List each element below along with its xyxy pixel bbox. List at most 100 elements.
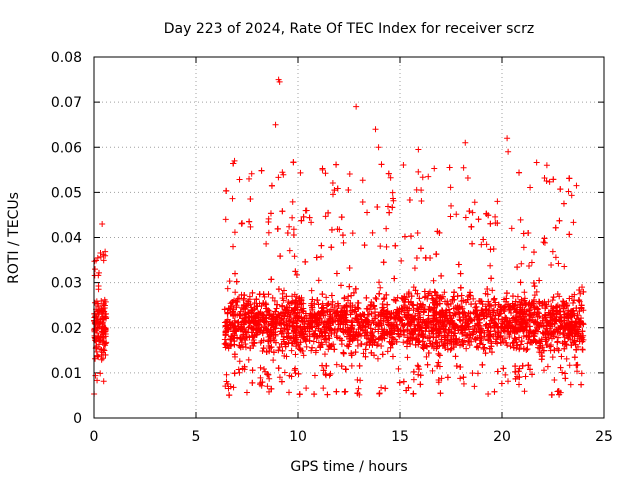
data-point (92, 355, 99, 362)
data-point (311, 372, 318, 379)
data-point (372, 294, 379, 301)
data-point (250, 343, 257, 350)
data-point (92, 335, 99, 342)
data-point (509, 293, 516, 300)
data-point (425, 173, 432, 180)
data-point (453, 339, 460, 346)
data-point (578, 304, 585, 311)
data-point (354, 342, 361, 349)
data-point (247, 223, 254, 230)
data-point (462, 333, 469, 340)
data-point (419, 319, 426, 326)
data-point (512, 363, 519, 370)
data-point-peak (375, 144, 382, 151)
data-point (286, 318, 293, 325)
data-point (559, 298, 566, 305)
data-point-peak (543, 162, 550, 169)
data-point (571, 338, 578, 345)
data-point (560, 329, 567, 336)
data-point (576, 287, 583, 294)
data-point (230, 160, 237, 167)
data-point (289, 198, 296, 205)
data-point (568, 325, 575, 332)
data-point (360, 350, 367, 357)
data-point (288, 347, 295, 354)
data-point (422, 325, 429, 332)
data-point (569, 327, 576, 334)
data-point (296, 330, 303, 337)
data-point (435, 377, 442, 384)
data-point (568, 192, 575, 199)
data-point (412, 336, 419, 343)
data-point (482, 350, 489, 357)
data-point (303, 207, 310, 214)
data-point (271, 297, 278, 304)
data-point (488, 275, 495, 282)
data-point (447, 300, 454, 307)
data-point (287, 300, 294, 307)
data-point (301, 335, 308, 342)
data-point (300, 213, 307, 220)
data-point (231, 370, 238, 377)
data-point (560, 305, 567, 312)
data-point (429, 341, 436, 348)
data-point (512, 368, 519, 375)
data-point (355, 385, 362, 392)
data-point (259, 347, 266, 354)
data-point (276, 374, 283, 381)
data-point (533, 159, 540, 166)
data-point (530, 318, 537, 325)
data-point (411, 317, 418, 324)
data-point (308, 287, 315, 294)
data-point (293, 329, 300, 336)
data-point (517, 216, 524, 223)
axis-ticks: 0 5 10 15 20 2500.010.020.030.040.050.060.070… (51, 50, 613, 445)
data-point (266, 348, 273, 355)
data-point (475, 317, 482, 324)
data-point (226, 392, 233, 399)
data-point (570, 300, 577, 307)
data-point (404, 334, 411, 341)
data-point (279, 290, 286, 297)
data-point (554, 307, 561, 314)
data-point (411, 326, 418, 333)
data-point (426, 306, 433, 313)
data-point (360, 319, 367, 326)
data-point (288, 340, 295, 347)
data-point (503, 315, 510, 322)
data-point (328, 331, 335, 338)
data-point (338, 363, 345, 370)
data-point (515, 368, 522, 375)
data-point (481, 344, 488, 351)
data-point (367, 332, 374, 339)
data-point (509, 315, 516, 322)
data-point (375, 341, 382, 348)
data-point (479, 341, 486, 348)
data-point (290, 232, 297, 239)
data-point (268, 385, 275, 392)
data-point (381, 295, 388, 302)
data-point (265, 229, 272, 236)
x-tick-label: 5 (192, 429, 201, 445)
data-point (517, 279, 524, 286)
data-point (296, 391, 303, 398)
data-point (259, 379, 266, 386)
data-point (238, 304, 245, 311)
data-point (501, 324, 508, 331)
data-point (322, 372, 329, 379)
data-point (325, 300, 332, 307)
data-point (223, 378, 230, 385)
data-point (386, 209, 393, 216)
data-point (270, 314, 277, 321)
data-point (272, 325, 279, 332)
data-point (517, 341, 524, 348)
data-point (521, 289, 528, 296)
data-point (265, 321, 272, 328)
data-point (352, 349, 359, 356)
data-point (566, 295, 573, 302)
data-point (401, 233, 408, 240)
data-point (341, 294, 348, 301)
data-point (516, 169, 523, 176)
data-point (450, 293, 457, 300)
data-point (240, 318, 247, 325)
